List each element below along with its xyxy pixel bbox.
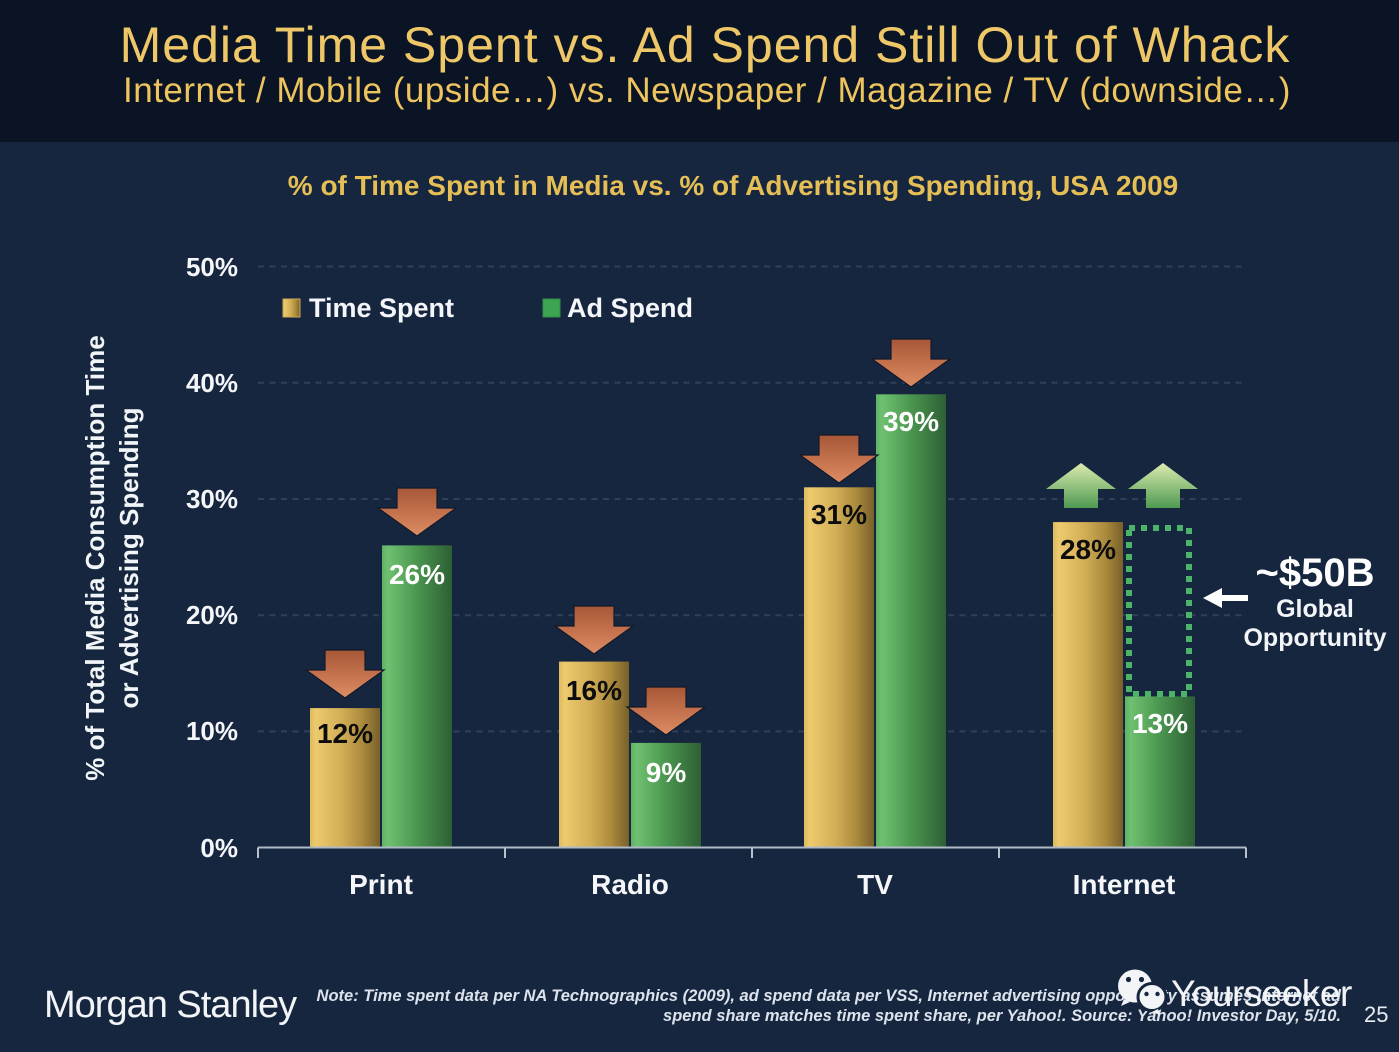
svg-text:Internet: Internet <box>1073 869 1176 900</box>
svg-text:Internet / Mobile (upside…) vs: Internet / Mobile (upside…) vs. Newspape… <box>123 71 1291 110</box>
svg-text:Print: Print <box>349 869 413 900</box>
svg-text:9%: 9% <box>646 757 687 788</box>
svg-text:~$50B: ~$50B <box>1256 551 1375 595</box>
svg-text:13%: 13% <box>1132 708 1188 739</box>
svg-text:% of Total Media Consumption T: % of Total Media Consumption Time <box>80 335 110 780</box>
svg-text:Global: Global <box>1276 595 1354 623</box>
svg-text:20%: 20% <box>186 600 238 630</box>
svg-text:50%: 50% <box>186 252 238 282</box>
svg-text:0%: 0% <box>200 833 238 863</box>
svg-text:spend share matches time spent: spend share matches time spent share, pe… <box>663 1007 1341 1025</box>
svg-text:TV: TV <box>857 869 893 900</box>
svg-text:Opportunity: Opportunity <box>1243 624 1386 652</box>
svg-text:28%: 28% <box>1060 534 1116 565</box>
svg-text:Media Time Spent vs. Ad Spend: Media Time Spent vs. Ad Spend Still Out … <box>120 17 1291 73</box>
svg-text:10%: 10% <box>186 716 238 746</box>
svg-text:Morgan Stanley: Morgan Stanley <box>44 984 297 1026</box>
svg-text:40%: 40% <box>186 368 238 398</box>
svg-text:Ad Spend: Ad Spend <box>567 293 693 323</box>
svg-text:30%: 30% <box>186 484 238 514</box>
svg-text:or Advertising Spending: or Advertising Spending <box>114 408 144 709</box>
svg-text:Radio: Radio <box>591 869 669 900</box>
svg-text:12%: 12% <box>317 718 373 749</box>
svg-text:25: 25 <box>1364 1002 1388 1027</box>
svg-text:31%: 31% <box>811 499 867 530</box>
svg-text:% of Time Spent in Media vs. %: % of Time Spent in Media vs. % of Advert… <box>288 170 1178 201</box>
svg-text:Yourseeker: Yourseeker <box>1171 973 1352 1014</box>
svg-text:Time Spent: Time Spent <box>309 293 454 323</box>
svg-text:39%: 39% <box>883 406 939 437</box>
svg-text:Note: Time spent data per NA T: Note: Time spent data per NA Technograph… <box>317 987 1342 1005</box>
svg-text:26%: 26% <box>389 559 445 590</box>
svg-text:16%: 16% <box>566 675 622 706</box>
